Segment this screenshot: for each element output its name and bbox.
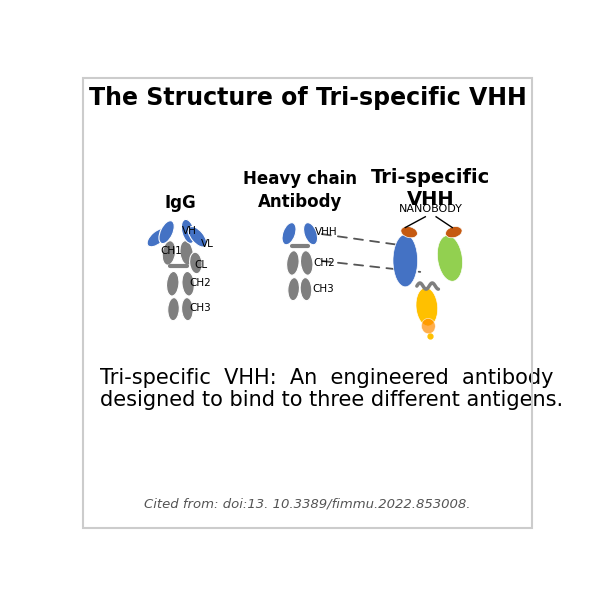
Text: CH1: CH1 [160,247,182,256]
Ellipse shape [147,229,167,247]
Ellipse shape [421,319,436,334]
Ellipse shape [416,287,438,326]
Ellipse shape [162,241,176,265]
Ellipse shape [181,220,195,244]
Text: CH3: CH3 [189,304,211,313]
Text: VL: VL [200,239,214,250]
Ellipse shape [282,223,296,245]
Text: NANOBODY: NANOBODY [399,205,463,214]
Text: designed to bind to three different antigens.: designed to bind to three different anti… [100,390,563,410]
Text: CH3: CH3 [312,284,334,294]
Ellipse shape [401,227,418,238]
Ellipse shape [288,278,299,301]
Text: Tri-specific  VHH:  An  engineered  antibody: Tri-specific VHH: An engineered antibody [100,368,553,388]
Text: IgG: IgG [164,194,196,212]
Ellipse shape [393,235,418,287]
Ellipse shape [168,298,179,320]
Text: VHH: VHH [315,227,338,237]
Text: Cited from: doi:13. 10.3389/fimmu.2022.853008.: Cited from: doi:13. 10.3389/fimmu.2022.8… [144,498,471,511]
Ellipse shape [446,227,462,238]
Ellipse shape [182,298,193,320]
Text: VH: VH [182,226,197,236]
Text: Tri-specific
VHH: Tri-specific VHH [371,168,490,209]
Text: Heavy chain
Antibody: Heavy chain Antibody [243,170,357,211]
Text: CH2: CH2 [314,258,335,268]
Ellipse shape [190,252,202,274]
Ellipse shape [167,271,179,296]
Ellipse shape [437,235,463,281]
Ellipse shape [287,251,299,275]
Text: The Structure of Tri-specific VHH: The Structure of Tri-specific VHH [89,86,526,110]
Ellipse shape [188,227,206,247]
Ellipse shape [159,221,174,244]
Ellipse shape [180,241,193,265]
Text: CH2: CH2 [190,278,211,288]
Ellipse shape [301,251,313,275]
Ellipse shape [304,223,317,245]
Text: CL: CL [194,259,208,269]
Ellipse shape [300,278,312,301]
Ellipse shape [182,271,194,296]
